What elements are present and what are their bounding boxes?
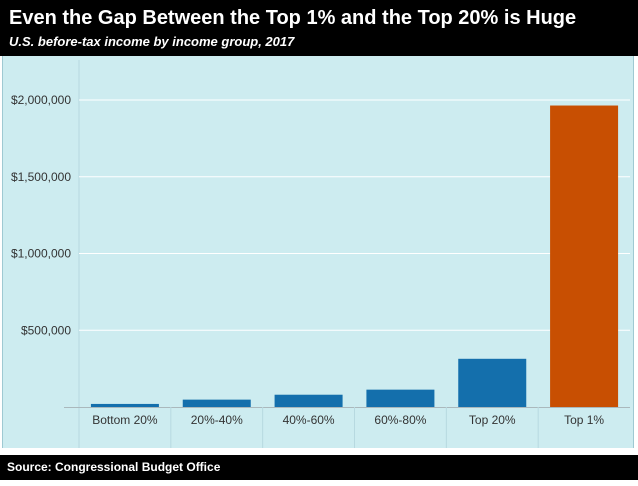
bar-20-40- xyxy=(182,399,251,407)
bar-60-80- xyxy=(366,389,435,407)
chart-footer: Source: Congressional Budget Office xyxy=(0,455,638,480)
chart-subtitle: U.S. before-tax income by income group, … xyxy=(9,34,295,49)
y-tick-label: $500,000 xyxy=(21,323,71,337)
y-tick-label: $1,000,000 xyxy=(11,247,71,261)
x-tick-label: 60%-80% xyxy=(374,413,426,427)
x-tick-label: Top 20% xyxy=(469,413,516,427)
source-note: Source: Congressional Budget Office xyxy=(7,460,221,474)
x-tick-label: 40%-60% xyxy=(283,413,335,427)
bar-top-1- xyxy=(550,105,619,407)
plot-area-background xyxy=(2,56,634,448)
x-tick-label: Top 1% xyxy=(564,413,604,427)
chart-title: Even the Gap Between the Top 1% and the … xyxy=(9,7,577,29)
bar-40-60- xyxy=(274,394,343,407)
bar-bottom-20- xyxy=(90,403,159,407)
bar-top-20- xyxy=(458,358,527,407)
x-tick-label: Bottom 20% xyxy=(92,413,158,427)
chart-header: Even the Gap Between the Top 1% and the … xyxy=(0,0,638,56)
y-tick-label: $2,000,000 xyxy=(11,93,71,107)
x-tick-label: 20%-40% xyxy=(191,413,243,427)
y-tick-label: $1,500,000 xyxy=(11,170,71,184)
